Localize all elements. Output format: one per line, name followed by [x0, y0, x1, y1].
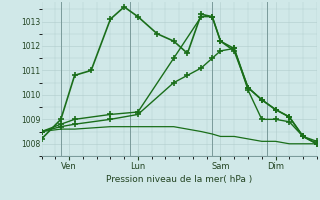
X-axis label: Pression niveau de la mer( hPa ): Pression niveau de la mer( hPa )	[106, 175, 252, 184]
